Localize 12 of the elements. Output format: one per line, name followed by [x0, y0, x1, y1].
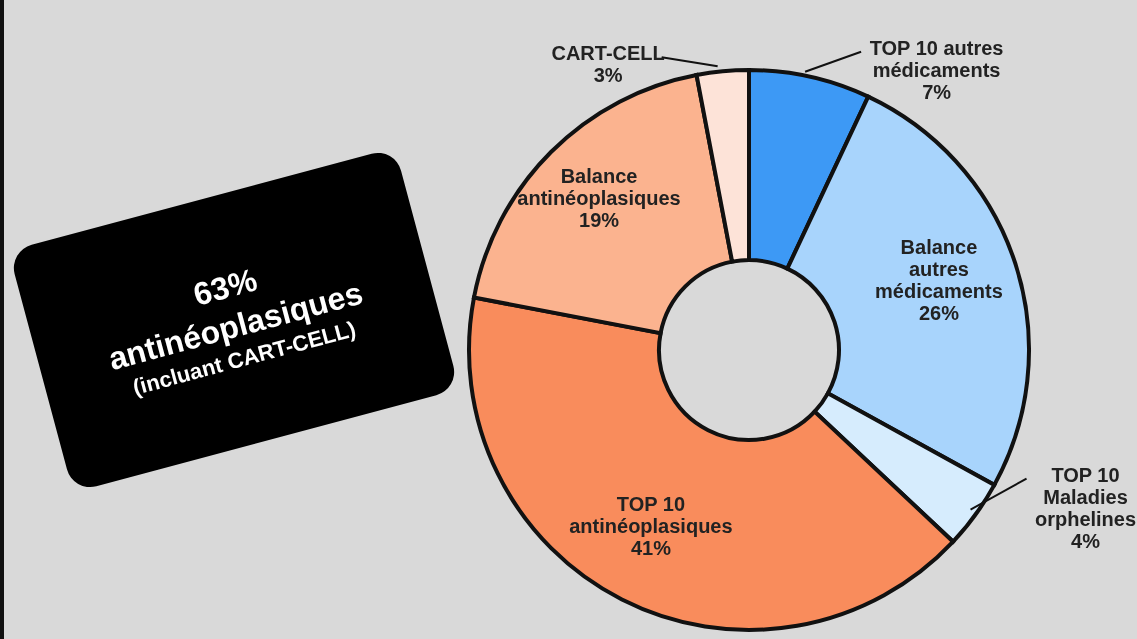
slice-label: TOP 10 Maladies orphelines	[1034, 463, 1137, 530]
slice-label: Balance autres médicaments	[875, 235, 1003, 302]
slice-label: TOP 10 antinéoplasiques	[569, 492, 733, 537]
data-label: 7%	[922, 81, 952, 104]
data-label: 26%	[918, 301, 960, 324]
slice-label: CART-CELL	[551, 42, 665, 65]
slice-label: Balance antinéoplasiques	[517, 165, 681, 210]
data-label: 3%	[593, 64, 623, 87]
data-label: 41%	[630, 536, 672, 559]
data-label: 19%	[579, 209, 620, 232]
data-label: 4%	[1071, 529, 1101, 552]
slice-label: TOP 10 autres médicaments	[869, 37, 1004, 82]
